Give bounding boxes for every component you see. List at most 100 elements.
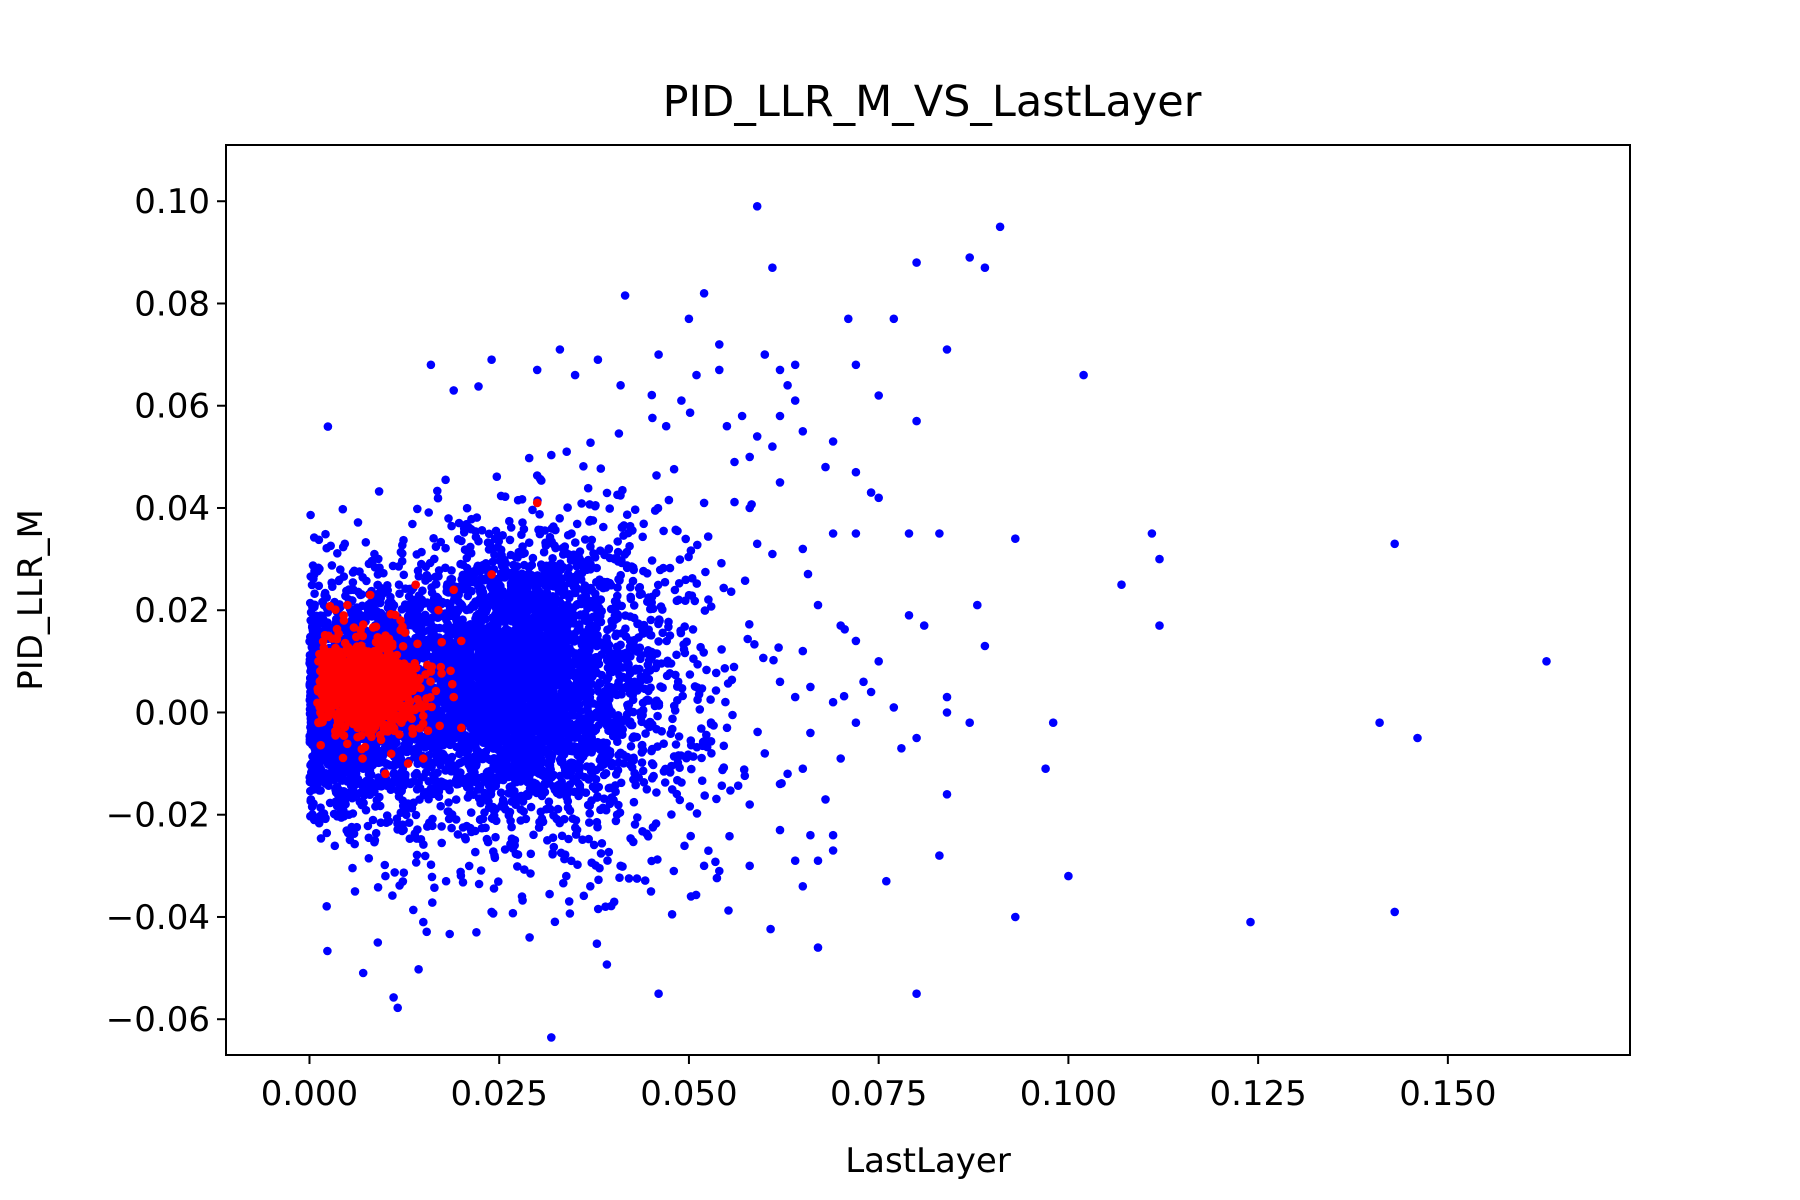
blue-cloud-point bbox=[395, 589, 404, 598]
blue-cloud-point bbox=[636, 650, 646, 660]
blue-cloud-point bbox=[541, 736, 551, 746]
blue-cloud-point bbox=[542, 779, 551, 789]
blue-cloud-point bbox=[769, 655, 778, 665]
blue-cloud-point bbox=[545, 889, 554, 899]
blue-cloud-point bbox=[672, 650, 681, 660]
blue-cloud-point bbox=[441, 543, 450, 553]
blue-cloud-point bbox=[534, 627, 543, 637]
blue-cloud-point bbox=[490, 550, 499, 560]
blue-cloud-point bbox=[476, 574, 486, 583]
blue-cloud-point bbox=[406, 778, 415, 787]
blue-cloud-point bbox=[686, 831, 695, 841]
blue-cloud-point bbox=[502, 735, 511, 745]
blue-cloud-point bbox=[494, 766, 504, 775]
blue-cloud-point bbox=[663, 659, 673, 668]
blue-cloud-point bbox=[626, 742, 636, 751]
blue-cloud-point bbox=[520, 865, 529, 874]
blue-cloud-point bbox=[458, 615, 467, 624]
blue-cloud-point bbox=[629, 797, 639, 807]
blue-cloud-point bbox=[535, 817, 544, 827]
blue-cloud-point bbox=[383, 581, 392, 590]
blue-cloud-point bbox=[475, 815, 485, 825]
blue-cloud-point bbox=[444, 798, 453, 807]
blue-cloud-point bbox=[555, 678, 565, 687]
blue-cloud-point bbox=[614, 429, 624, 438]
blue-cloud-point bbox=[516, 607, 526, 616]
blue-cloud-point bbox=[355, 788, 365, 798]
blue-cloud-point bbox=[327, 578, 337, 587]
blue-cloud-point bbox=[464, 548, 473, 557]
blue-cloud-point bbox=[550, 592, 560, 602]
blue-cloud-point bbox=[556, 607, 566, 617]
blue-cloud-point bbox=[382, 811, 392, 820]
blue-cloud-point bbox=[572, 519, 582, 529]
blue-cloud-point bbox=[635, 664, 644, 674]
blue-cloud-point bbox=[464, 861, 474, 871]
blue-cloud-point bbox=[560, 814, 569, 824]
blue-cloud-point bbox=[750, 640, 759, 649]
blue-cloud-point bbox=[512, 562, 522, 571]
blue-cloud-point bbox=[685, 670, 695, 679]
blue-cloud-point bbox=[606, 623, 616, 632]
blue-cloud-point bbox=[539, 547, 549, 557]
blue-cloud-point bbox=[500, 696, 509, 705]
blue-cloud-point bbox=[564, 591, 573, 600]
blue-cloud-point bbox=[639, 778, 649, 787]
blue-cloud-point bbox=[573, 626, 582, 635]
blue-cloud-point bbox=[397, 556, 407, 566]
blue-cloud-point bbox=[636, 672, 646, 681]
blue-cloud-point bbox=[566, 648, 575, 657]
blue-cloud-point bbox=[717, 645, 726, 654]
blue-cloud-point bbox=[314, 581, 324, 591]
blue-cloud-point bbox=[654, 637, 663, 646]
blue-cloud-point bbox=[374, 554, 383, 564]
blue-cloud-point bbox=[615, 808, 625, 817]
blue-cloud-point bbox=[595, 755, 605, 765]
blue-cloud-point bbox=[491, 832, 500, 842]
blue-cloud-point bbox=[604, 544, 614, 553]
blue-cloud-point bbox=[543, 836, 552, 845]
blue-cloud-point bbox=[644, 674, 654, 684]
chart-title: PID_LLR_M_VS_LastLayer bbox=[663, 77, 1202, 127]
blue-cloud-point bbox=[665, 631, 675, 640]
blue-cloud-point bbox=[562, 447, 571, 457]
blue-cloud-point bbox=[720, 664, 730, 673]
blue-cloud-point bbox=[510, 756, 519, 765]
blue-cloud-point bbox=[524, 770, 533, 780]
blue-cloud-point bbox=[489, 773, 498, 782]
blue-cloud-point bbox=[594, 875, 603, 885]
blue-cloud-point bbox=[572, 585, 581, 595]
blue-cloud-point bbox=[592, 817, 602, 827]
blue-cloud-point bbox=[404, 818, 414, 827]
blue-cloud-point bbox=[557, 588, 566, 597]
blue-cloud-point bbox=[613, 537, 622, 546]
blue-cloud-point bbox=[622, 752, 632, 762]
blue-cloud-point bbox=[516, 816, 525, 825]
blue-cloud-point bbox=[584, 834, 593, 844]
blue-cloud-point bbox=[599, 770, 609, 780]
blue-cloud-point bbox=[526, 849, 536, 859]
blue-cloud-point bbox=[687, 764, 696, 774]
blue-cloud-point bbox=[673, 696, 682, 705]
blue-cloud-point bbox=[518, 518, 527, 527]
blue-cloud-point bbox=[427, 741, 437, 751]
blue-cloud-point bbox=[585, 809, 594, 818]
blue-cloud-point bbox=[430, 728, 439, 737]
blue-cloud-point bbox=[437, 822, 446, 831]
blue-cloud-point bbox=[607, 707, 616, 717]
blue-cloud-point bbox=[555, 514, 564, 523]
blue-cloud-point bbox=[637, 758, 647, 767]
blue-cloud-point bbox=[628, 733, 637, 743]
blue-cloud-point bbox=[593, 598, 602, 608]
blue-cloud-point bbox=[390, 868, 400, 877]
blue-cloud-point bbox=[494, 737, 504, 747]
blue-cloud-point bbox=[593, 792, 602, 801]
blue-cloud-point bbox=[552, 629, 562, 638]
blue-cloud-point bbox=[564, 834, 573, 844]
blue-cloud-point bbox=[573, 599, 582, 609]
blue-cloud-point bbox=[316, 834, 326, 843]
blue-cloud-point bbox=[523, 778, 533, 787]
blue-cloud-point bbox=[503, 754, 512, 763]
blue-cloud-point bbox=[667, 910, 677, 919]
blue-cloud-point bbox=[412, 785, 422, 794]
